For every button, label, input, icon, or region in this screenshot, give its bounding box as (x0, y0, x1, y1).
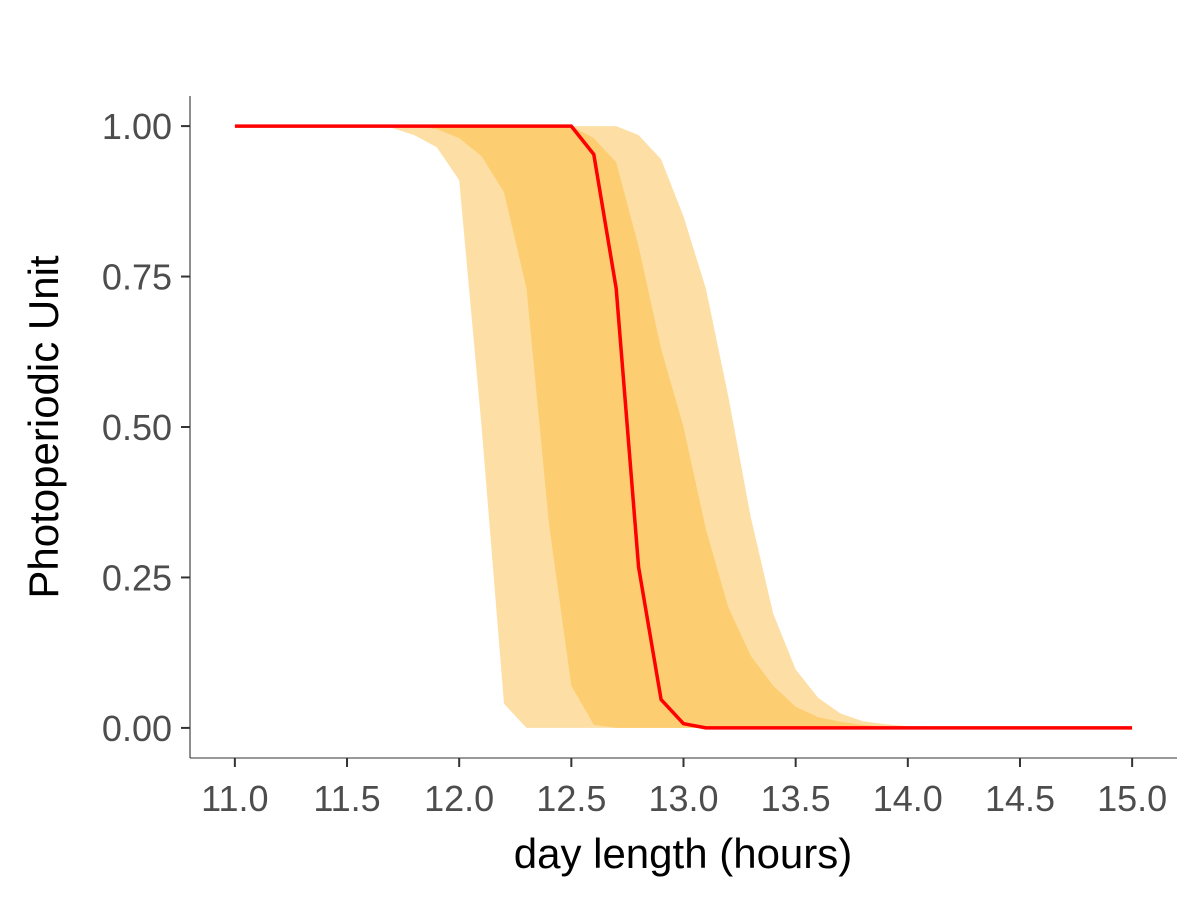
x-axis-ticks: 11.0 11.5 12.0 12.5 13.0 13.5 14.0 14.5 15.0 (201, 758, 1167, 819)
y-axis-title: Photoperiodic Unit (20, 255, 67, 599)
x-tick-label: 11.5 (313, 778, 380, 819)
x-tick-label: 15.0 (1097, 778, 1167, 819)
y-tick-label: 0.00 (102, 708, 172, 749)
x-tick-label: 12.5 (536, 778, 606, 819)
x-tick-label: 14.5 (985, 778, 1055, 819)
x-tick-label: 12.0 (424, 778, 494, 819)
y-tick-label: 0.75 (102, 257, 172, 298)
x-tick-label: 13.0 (648, 778, 718, 819)
confidence-bands (234, 126, 1133, 728)
band-inner (234, 126, 1133, 728)
y-tick-label: 0.50 (102, 407, 172, 448)
y-axis-ticks: 0.00 0.25 0.50 0.75 1.00 (102, 106, 190, 749)
y-tick-label: 0.25 (102, 557, 172, 598)
x-tick-label: 11.0 (201, 778, 268, 819)
x-tick-label: 14.0 (873, 778, 943, 819)
x-axis-title: day length (hours) (514, 830, 853, 877)
series-layer (234, 124, 1133, 730)
x-tick-label: 13.5 (761, 778, 831, 819)
series-line-0 (234, 124, 1133, 730)
y-tick-label: 1.00 (102, 106, 172, 147)
